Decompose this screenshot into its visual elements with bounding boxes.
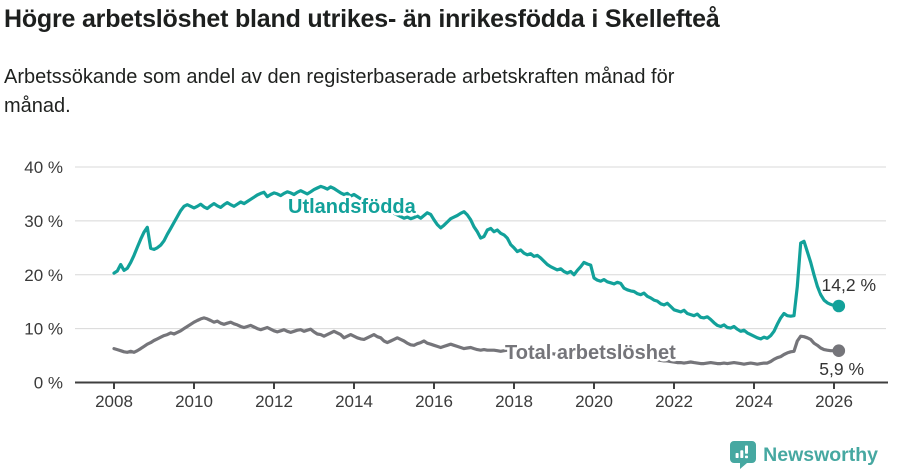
series-end-value-0: 14,2 % [822,275,876,295]
series-end-dot-1 [832,344,846,358]
y-axis-label: 30 % [24,212,63,231]
series-end-dot-0 [832,299,846,313]
x-axis-label: 2016 [415,392,453,411]
y-axis-label: 40 % [24,158,63,177]
chart-subtitle: Arbetssökande som andel av den registerb… [4,66,675,117]
x-axis-label: 2022 [655,392,693,411]
brand-name: Newsworthy [763,443,878,466]
y-axis-label: 10 % [24,320,63,339]
x-axis-label: 2010 [175,392,213,411]
series-label-0: Utlandsfödda [288,196,417,218]
x-axis-label: 2024 [735,392,773,411]
x-axis-label: 2014 [335,392,373,411]
x-axis-label: 2012 [255,392,293,411]
x-axis-label: 2018 [495,392,533,411]
brand-footer: Newsworthy [730,441,878,469]
x-axis-label: 2020 [575,392,613,411]
series-line-0 [112,184,839,341]
y-axis-label: 20 % [24,266,63,285]
series-line-1 [112,316,839,366]
series-end-value-1: 5,9 % [819,359,864,379]
x-axis-label: 2026 [815,392,853,411]
newsworthy-logo-icon [730,441,757,469]
y-axis-label: 0 % [34,374,63,393]
series-label-1: Total arbetslöshet [505,342,676,364]
x-axis-label: 2008 [95,392,133,411]
chart-title: Högre arbetslöshet bland utrikes- än inr… [4,5,720,33]
